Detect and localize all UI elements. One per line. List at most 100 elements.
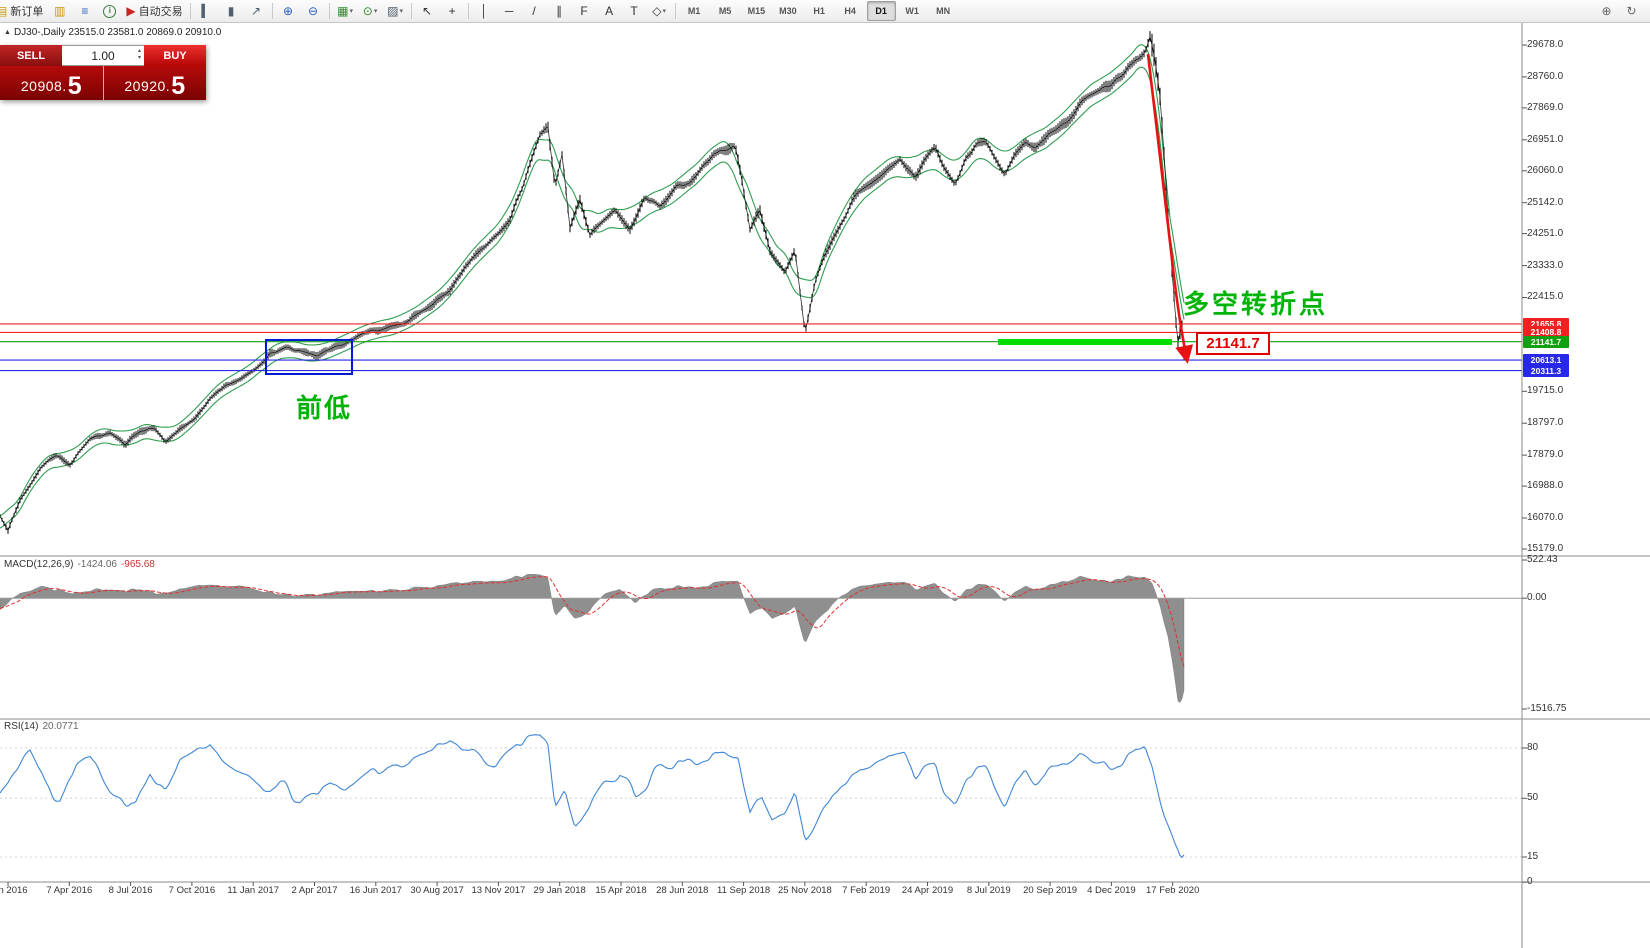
buy-price-display[interactable]: 20920. 5	[102, 66, 207, 100]
timeframe-w1-button[interactable]: W1	[905, 6, 919, 16]
tile-windows-button[interactable]: ▦ ▾	[334, 1, 357, 21]
channel-button[interactable]: ∥	[548, 1, 571, 21]
crosshair-button[interactable]: +	[441, 1, 464, 21]
chart-title-text: DJ30-,Daily 23515.0 23581.0 20869.0 2091…	[13, 27, 222, 38]
price-axis-label: 18797.0	[1527, 417, 1564, 429]
crash-arrow[interactable]	[1146, 53, 1194, 364]
macd-axis-label: 0.00	[1527, 592, 1547, 604]
bar-chart-button[interactable]: ▍	[195, 1, 218, 21]
sell-price-display[interactable]: 20908. 5	[0, 66, 103, 100]
search-button[interactable]: ⊕	[1595, 1, 1618, 21]
spinner-up-icon[interactable]: ▴	[137, 48, 141, 54]
chevron-down-icon: ▾	[399, 8, 403, 15]
text-label-icon: T	[630, 4, 638, 18]
date-axis-label: 11 Sep 2018	[717, 885, 771, 896]
horizontal-line-icon: ─	[504, 4, 514, 18]
horizontal-line-button[interactable]: ─	[498, 1, 521, 21]
macd-axis-label: 522.43	[1527, 554, 1558, 565]
chevron-down-icon: ▾	[373, 8, 378, 15]
period-separators-button[interactable]: ⊙ ▾	[359, 1, 382, 21]
new-order-button[interactable]: ▤ 新订单	[0, 1, 46, 21]
price-axis-label: 24251.0	[1527, 227, 1564, 239]
macd-signal-line	[0, 576, 1185, 667]
toolbar-separator	[410, 3, 412, 19]
text-button[interactable]: A	[598, 1, 621, 21]
sell-price-main: 20908.	[20, 78, 67, 95]
about-icon-button[interactable]: i	[98, 1, 121, 21]
line-chart-button[interactable]: ↗	[245, 1, 268, 21]
envelope-upper-line	[0, 44, 1185, 517]
timeframe-m15-button[interactable]: M15	[747, 6, 766, 16]
chevron-down-icon: ▾	[662, 8, 666, 15]
buy-button[interactable]: BUY	[144, 45, 206, 66]
support-line-segment[interactable]	[998, 339, 1172, 345]
vertical-line-button[interactable]: │	[473, 1, 496, 21]
timeframe-d1-button[interactable]: D1	[866, 1, 896, 21]
price-axis-label: 28760.0	[1527, 70, 1564, 82]
rsi-value: 20.0771	[42, 721, 79, 732]
price-axis-label: 15179.0	[1527, 543, 1564, 554]
macd-label: MACD(12,26,9) -1424.06 -965.68	[4, 559, 155, 570]
zoom-out-button[interactable]: ⊖	[302, 1, 325, 21]
zoom-in-icon: ⊕	[283, 4, 294, 18]
text-label-button[interactable]: T	[623, 1, 646, 21]
cursor-button[interactable]: ↖	[416, 1, 439, 21]
spinner-down-icon[interactable]: ▾	[137, 54, 141, 61]
tile-windows-icon: ▦	[337, 4, 349, 18]
crosshair-icon: +	[448, 4, 456, 18]
timeframe-m1-button[interactable]: M1	[687, 6, 701, 16]
profiles-icon-button[interactable]: ▥	[48, 1, 71, 21]
rsi-axis-label: 0	[1527, 876, 1533, 888]
timeframe-m5-button[interactable]: M5	[718, 6, 732, 16]
autotrading-button[interactable]: ▶ 自动交易	[123, 1, 185, 21]
price-axis-label: 16988.0	[1527, 480, 1564, 492]
profiles-icon-icon: ▥	[54, 4, 66, 18]
close-price-line	[0, 35, 1185, 532]
rsi-line	[0, 734, 1185, 859]
rsi-axis-label: 50	[1527, 792, 1539, 804]
price-axis-label: 19715.0	[1527, 385, 1564, 397]
zoom-in-button[interactable]: ⊕	[277, 1, 300, 21]
previous-low-rectangle[interactable]	[265, 339, 353, 375]
date-axis-label: 29 Jan 2018	[533, 885, 586, 896]
search-icon: ⊕	[1601, 4, 1612, 18]
volume-value: 1.00	[91, 48, 115, 63]
previous-low-annotation[interactable]: 前低	[296, 393, 353, 423]
toolbar-separator	[271, 3, 273, 19]
trendline-icon: /	[532, 4, 536, 18]
autotrading-button-label: 自动交易	[138, 6, 183, 18]
timeframe-h1-button[interactable]: H1	[813, 6, 825, 16]
fibonacci-icon: F	[580, 4, 588, 18]
about-icon-icon: i	[103, 4, 117, 18]
toolbar-separator	[674, 3, 676, 19]
turning-point-annotation[interactable]: 多空转折点	[1183, 289, 1329, 319]
new-order-icon: ▤	[0, 4, 8, 18]
fibonacci-button[interactable]: F	[573, 1, 596, 21]
navigator-icon-button[interactable]: ≡	[73, 1, 96, 21]
candlestick-chart-button[interactable]: ▮	[220, 1, 243, 21]
date-axis-label: 20 Sep 2019	[1023, 885, 1078, 896]
sell-button[interactable]: SELL	[0, 45, 62, 66]
date-axis-label: 16 Jun 2017	[349, 885, 402, 896]
bar-chart-icon: ▍	[201, 4, 211, 18]
timeframe-m30-button[interactable]: M30	[779, 6, 797, 16]
timeframe-mn-button[interactable]: MN	[936, 6, 951, 16]
price-level-tag: 20613.1	[1523, 354, 1569, 367]
volume-input[interactable]: 1.00 ▴ ▾	[62, 45, 144, 66]
date-axis-label: 4 Dec 2019	[1087, 885, 1136, 896]
trendline-button[interactable]: /	[523, 1, 546, 21]
price-axis-label: 27869.0	[1527, 101, 1564, 113]
community-button[interactable]: ↻	[1620, 1, 1643, 21]
macd-main-value: -1424.06	[77, 559, 117, 570]
templates-button[interactable]: ▨ ▾	[384, 1, 407, 21]
macd-axis-label: -1516.75	[1527, 703, 1567, 714]
arrows-icon: ◇	[652, 4, 662, 18]
timeframe-h4-button[interactable]: H4	[844, 6, 856, 16]
price-tag-annotation[interactable]: 21141.7	[1196, 332, 1270, 355]
channel-icon: ∥	[556, 4, 563, 18]
volume-spinner[interactable]: ▴ ▾	[138, 48, 141, 62]
arrows-button[interactable]: ◇ ▾	[648, 1, 671, 21]
price-level-tag: 20311.3	[1523, 364, 1569, 377]
